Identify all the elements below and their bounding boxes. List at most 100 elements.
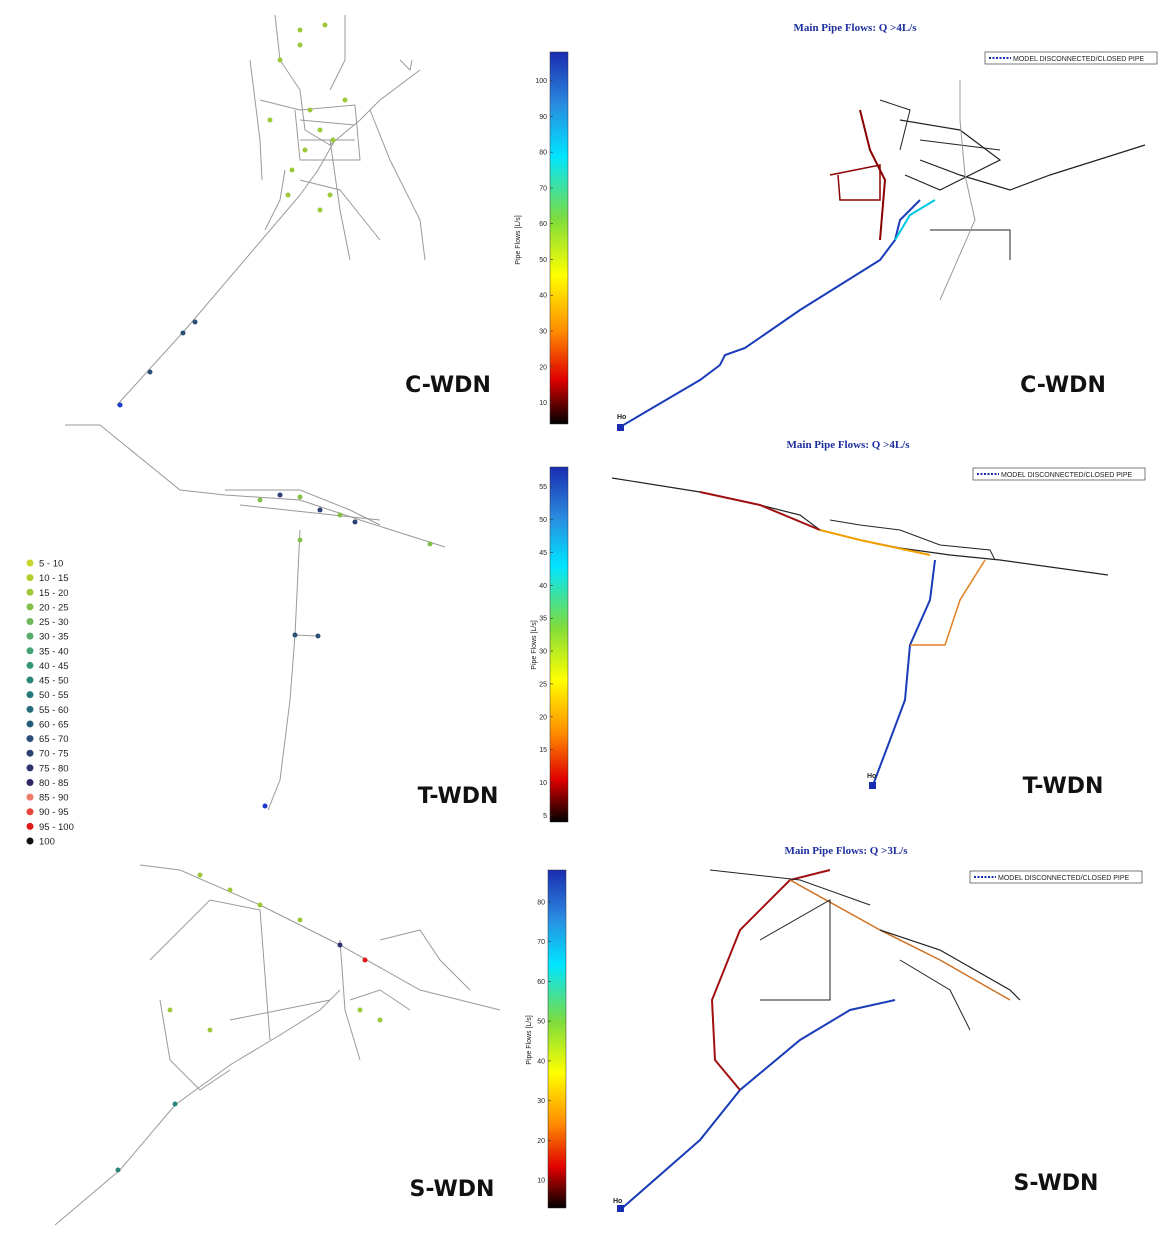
node [168,1008,173,1013]
legend-entry: 100 [39,837,55,848]
legend-entry: 5 - 10 [39,559,63,570]
node [428,542,433,547]
legend-entry: 50 - 55 [39,690,69,701]
legend-dot [27,750,34,757]
node [286,193,291,198]
colorbar-label: Pipe Flows [L/s] [526,1015,533,1064]
legend-dot [27,838,34,845]
node [293,633,298,638]
legend-dot [27,647,34,654]
right-network-label: S-WDN [1014,1171,1099,1196]
legend-entry: 25 - 30 [39,617,69,628]
colorbar-tick-label: 40 [539,583,547,590]
node [298,918,303,923]
source-marker [869,782,876,789]
legend-dot [27,560,34,567]
node [298,538,303,543]
node [148,370,153,375]
node [298,495,303,500]
node [331,138,336,143]
node [323,23,328,28]
legend-entry: 45 - 50 [39,676,69,687]
node [118,403,123,408]
node [318,208,323,213]
colorbar-tick-label: 30 [539,649,547,656]
colorbar-tick-label: 15 [539,747,547,754]
map-title: Main Pipe Flows: Q >4L/s [787,439,911,451]
node [198,873,203,878]
legend-dot [27,706,34,713]
node [228,888,233,893]
node [316,634,321,639]
node [358,1008,363,1013]
colorbar-label: Pipe Flows [L/s] [531,620,538,669]
node [363,958,368,963]
source-label: Ho [613,1198,622,1205]
legend-entry: 40 - 45 [39,661,69,672]
right-network-label: C-WDN [1020,373,1106,398]
node [328,193,333,198]
colorbar-tick-label: 30 [537,1098,545,1105]
node [173,1102,178,1107]
colorbar-tick-label: 45 [539,550,547,557]
legend-dot [27,794,34,801]
colorbar [550,467,568,822]
node [298,28,303,33]
node [208,1028,213,1033]
colorbar-tick-label: 90 [539,114,547,121]
figure: C-WDN C-WDN Main Pipe Flows: Q >4L/s MODEL … [0,0,1159,1234]
colorbar-tick-label: 40 [539,293,547,300]
colorbar-tick-label: 70 [537,939,545,946]
legend-dot [27,691,34,698]
legend-entry: 35 - 40 [39,646,69,657]
colorbar-tick-label: 60 [539,221,547,228]
node [338,943,343,948]
legend-entry: 55 - 60 [39,705,69,716]
legend-entry: 85 - 90 [39,793,69,804]
legend-entry: 90 - 95 [39,807,69,818]
source-label: Ho [617,414,626,421]
right-network-label: T-WDN [1023,774,1104,799]
legend-label: MODEL DISCONNECTED/CLOSED PIPE [998,875,1130,882]
colorbar-tick-label: 35 [539,616,547,623]
left-network-label: C-WDN [405,373,491,398]
colorbar-tick-label: 50 [539,257,547,264]
background [0,0,1159,1234]
node [193,320,198,325]
legend-dot [27,618,34,625]
legend-dot [27,677,34,684]
colorbar-tick-label: 30 [539,329,547,336]
colorbar-label: Pipe Flows [L/s] [515,215,522,264]
legend-dot [27,808,34,815]
node [353,520,358,525]
legend-label: MODEL DISCONNECTED/CLOSED PIPE [1013,56,1145,63]
colorbar-tick-label: 70 [539,185,547,192]
node [258,498,263,503]
legend-dot [27,589,34,596]
colorbar [548,870,566,1208]
colorbar [550,52,568,424]
legend-dot [27,633,34,640]
legend-dot [27,662,34,669]
colorbar-tick-label: 40 [537,1058,545,1065]
colorbar-tick-label: 50 [539,517,547,524]
colorbar-tick-label: 80 [539,150,547,157]
node [263,804,268,809]
legend-dot [27,574,34,581]
legend-entry: 70 - 75 [39,749,69,760]
legend-entry: 10 - 15 [39,573,69,584]
legend-entry: 30 - 35 [39,632,69,643]
map-title: Main Pipe Flows: Q >3L/s [785,845,909,857]
left-network-label: T-WDN [418,784,499,809]
colorbar-tick-label: 80 [537,899,545,906]
legend-dot [27,764,34,771]
colorbar-tick-label: 20 [539,714,547,721]
legend-entry: 65 - 70 [39,734,69,745]
colorbar-tick-label: 5 [543,813,547,820]
node [268,118,273,123]
legend-entry: 80 - 85 [39,778,69,789]
node [298,43,303,48]
node [343,98,348,103]
legend-dot [27,603,34,610]
node [290,168,295,173]
